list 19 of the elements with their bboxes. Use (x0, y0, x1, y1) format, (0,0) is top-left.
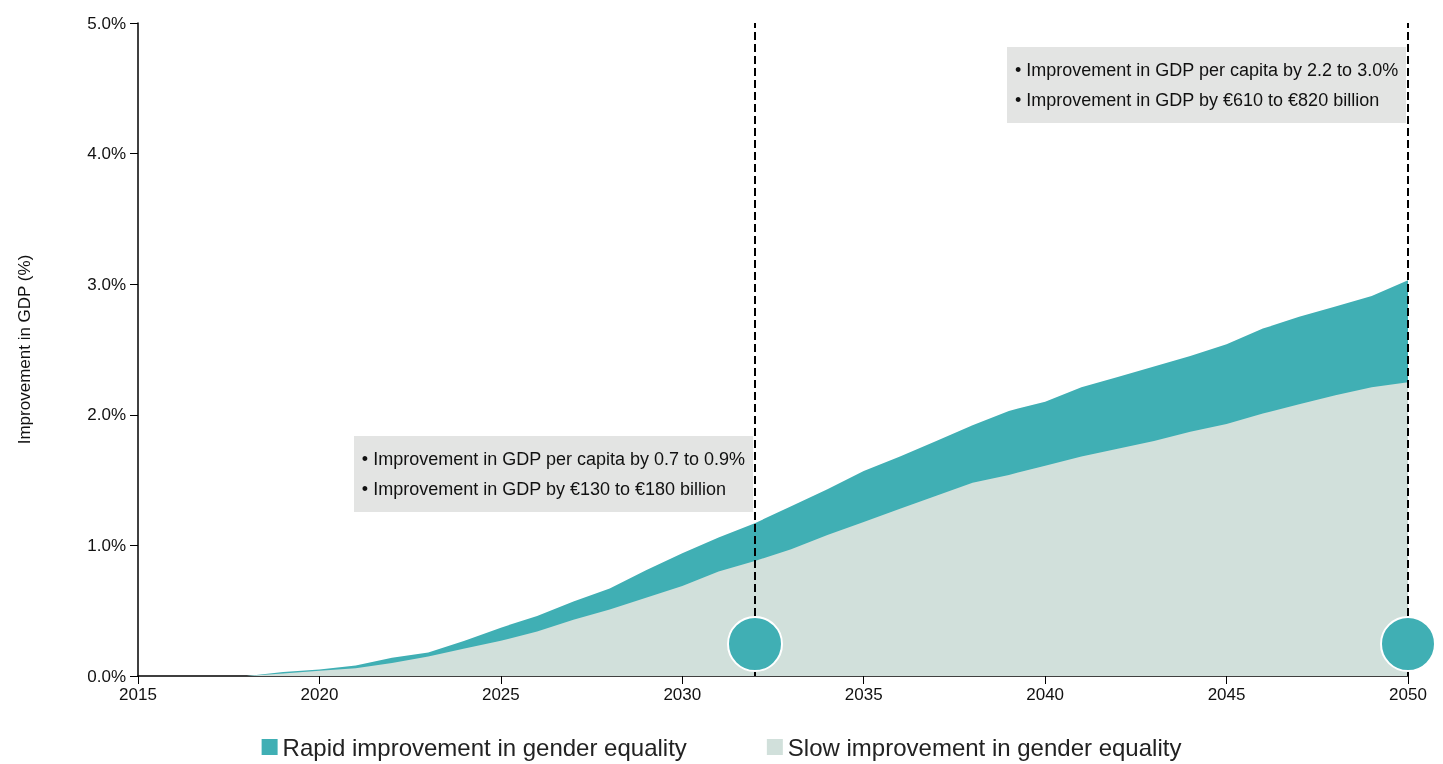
annotation: • Improvement in GDP per capita by 0.7 to 0.9% • Improvement in GDP by €130 to €180 billion (353, 435, 754, 512)
x-tick-label: 2020 (300, 685, 339, 704)
y-tick-label: 0.0% (87, 666, 126, 686)
x-tick-label: 2050 (1389, 685, 1427, 704)
x-tick-label: 2030 (663, 685, 702, 704)
y-tick-label: 4.0% (87, 144, 126, 164)
x-tick-label: 2040 (1026, 685, 1065, 704)
x-tick-label: 2025 (481, 685, 520, 704)
x-tick-label: 2045 (1207, 685, 1246, 704)
y-axis-title: Improvement in GDP (%) (15, 254, 34, 445)
y-tick-label: 5.0% (87, 13, 126, 33)
y-tick-label: 2.0% (87, 405, 126, 425)
legend-label: Slow improvement in gender equality (787, 733, 1182, 761)
y-tick-label: 1.0% (87, 535, 126, 555)
annotation: • Improvement in GDP per capita by 2.2 to 3.0% • Improvement in GDP by €610 to €820 billion (1007, 46, 1407, 123)
x-tick-label: 2015 (119, 685, 157, 704)
y-tick-label: 3.0% (87, 274, 126, 294)
legend-label: Rapid improvement in gender equality (282, 733, 687, 761)
x-tick-label: 2035 (844, 685, 883, 704)
